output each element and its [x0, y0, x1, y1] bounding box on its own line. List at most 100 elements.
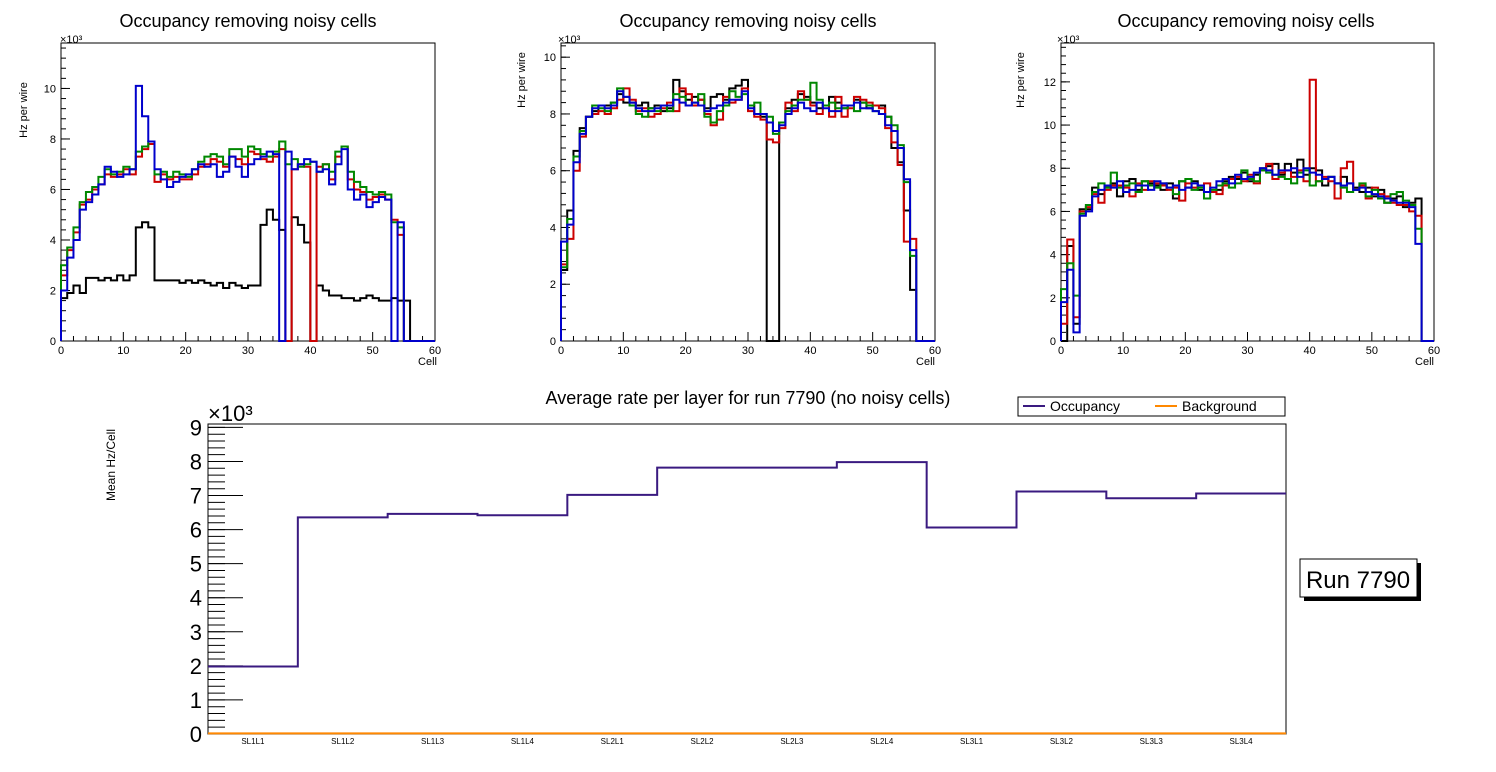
y-tick-label: 4	[50, 235, 56, 247]
legend-background: Background	[1182, 398, 1257, 414]
x-category-label: SL3L1	[960, 737, 984, 746]
y-exponent-label: ×10³	[60, 34, 83, 46]
x-tick-label: 10	[117, 345, 129, 357]
x-tick-label: 0	[558, 345, 564, 357]
x-tick-label: 20	[180, 345, 192, 357]
x-category-label: SL1L1	[241, 737, 265, 746]
y-tick-label: 7	[190, 484, 202, 509]
y-tick-label: 10	[1044, 120, 1056, 132]
y-axis-label: Mean Hz/Cell	[104, 429, 118, 501]
panel-title: Average rate per layer for run 7790 (no …	[546, 388, 951, 408]
panel-top-left: Occupancy removing noisy cells Hz per wi…	[18, 11, 441, 368]
y-tick-label: 2	[190, 654, 202, 679]
x-tick-label: 0	[1058, 345, 1064, 357]
legend-box	[1017, 396, 1286, 417]
x-category-label: SL2L3	[780, 737, 804, 746]
x-tick-label: 30	[242, 345, 254, 357]
x-tick-label: 10	[617, 345, 629, 357]
panel-title: Occupancy removing noisy cells	[1117, 11, 1374, 31]
y-tick-label: 12	[1044, 77, 1056, 89]
y-axis-label: Hz per wire	[1015, 52, 1027, 108]
panel-bottom: Average rate per layer for run 7790 (no …	[104, 388, 1421, 747]
x-tick-label: 20	[680, 345, 692, 357]
legend: Occupancy Background	[1017, 396, 1286, 417]
y-tick-label: 2	[1050, 293, 1056, 305]
x-tick-label: 20	[1179, 345, 1191, 357]
x-category-label: SL1L4	[511, 737, 535, 746]
y-axis-label: Hz per wire	[516, 52, 528, 108]
y-tick-label: 5	[190, 552, 202, 577]
x-category-label: SL2L1	[601, 737, 625, 746]
y-tick-label: 8	[1050, 163, 1056, 175]
y-tick-label: 10	[544, 52, 556, 64]
x-tick-label: 0	[58, 345, 64, 357]
series-occupancy	[208, 461, 1286, 668]
series-green	[1060, 169, 1434, 342]
y-tick-label: 6	[190, 518, 202, 543]
plot-frame	[207, 423, 1287, 735]
y-exponent-label: ×10³	[208, 401, 253, 426]
x-category-label: SL3L2	[1050, 737, 1074, 746]
series-green	[60, 140, 435, 342]
panel-title: Occupancy removing noisy cells	[619, 11, 876, 31]
y-tick-label: 8	[50, 134, 56, 146]
y-tick-label: 1	[190, 688, 202, 713]
y-tick-label: 4	[550, 222, 556, 234]
x-category-label: SL3L3	[1140, 737, 1164, 746]
series-black	[60, 208, 435, 342]
x-tick-label: 10	[1117, 345, 1129, 357]
y-tick-label: 2	[50, 285, 56, 297]
y-tick-label: 6	[550, 166, 556, 178]
y-tick-label: 8	[190, 449, 202, 474]
series-red	[1060, 78, 1434, 342]
series-blue	[560, 90, 935, 342]
x-tick-label: 40	[304, 345, 316, 357]
x-axis-label: Cell	[916, 356, 935, 368]
run-label-box: Run 7790	[1299, 558, 1421, 601]
x-tick-label: 60	[929, 345, 941, 357]
series-red	[60, 143, 435, 342]
x-tick-label: 60	[429, 345, 441, 357]
y-tick-label: 0	[550, 336, 556, 348]
series-green	[560, 81, 935, 342]
y-tick-label: 4	[1050, 250, 1056, 262]
x-tick-label: 40	[804, 345, 816, 357]
y-axis-label: Hz per wire	[18, 82, 30, 138]
x-category-label: SL2L4	[870, 737, 894, 746]
x-tick-label: 50	[867, 345, 879, 357]
y-tick-label: 0	[50, 336, 56, 348]
x-tick-label: 60	[1428, 345, 1440, 357]
y-tick-label: 6	[1050, 206, 1056, 218]
y-tick-label: 8	[550, 109, 556, 121]
y-tick-label: 0	[1050, 336, 1056, 348]
x-category-label: SL1L2	[331, 737, 355, 746]
x-tick-label: 30	[1241, 345, 1253, 357]
y-tick-label: 10	[44, 83, 56, 95]
x-category-label: SL3L4	[1230, 737, 1254, 746]
y-tick-label: 3	[190, 620, 202, 645]
panel-top-right: Occupancy removing noisy cells Hz per wi…	[1015, 11, 1440, 368]
x-category-label: SL1L3	[421, 737, 445, 746]
x-tick-label: 30	[742, 345, 754, 357]
panel-top-middle: Occupancy removing noisy cells Hz per wi…	[516, 11, 941, 368]
x-tick-label: 50	[1366, 345, 1378, 357]
run-box	[1299, 558, 1418, 598]
run-label: Run 7790	[1306, 567, 1410, 594]
series-blue	[1060, 167, 1434, 342]
x-tick-label: 40	[1304, 345, 1316, 357]
x-axis-label: Cell	[418, 356, 437, 368]
y-tick-label: 6	[50, 184, 56, 196]
legend-occupancy: Occupancy	[1050, 398, 1120, 414]
series-black	[560, 78, 935, 342]
y-tick-label: 0	[190, 722, 202, 747]
panel-title: Occupancy removing noisy cells	[119, 11, 376, 31]
y-tick-label: 4	[190, 586, 202, 611]
x-tick-label: 50	[367, 345, 379, 357]
series-blue	[60, 84, 435, 342]
y-exponent-label: ×10³	[1057, 34, 1080, 46]
x-category-label: SL2L2	[691, 737, 715, 746]
series-red	[560, 87, 935, 342]
y-tick-label: 2	[550, 279, 556, 291]
y-tick-label: 9	[190, 415, 202, 440]
